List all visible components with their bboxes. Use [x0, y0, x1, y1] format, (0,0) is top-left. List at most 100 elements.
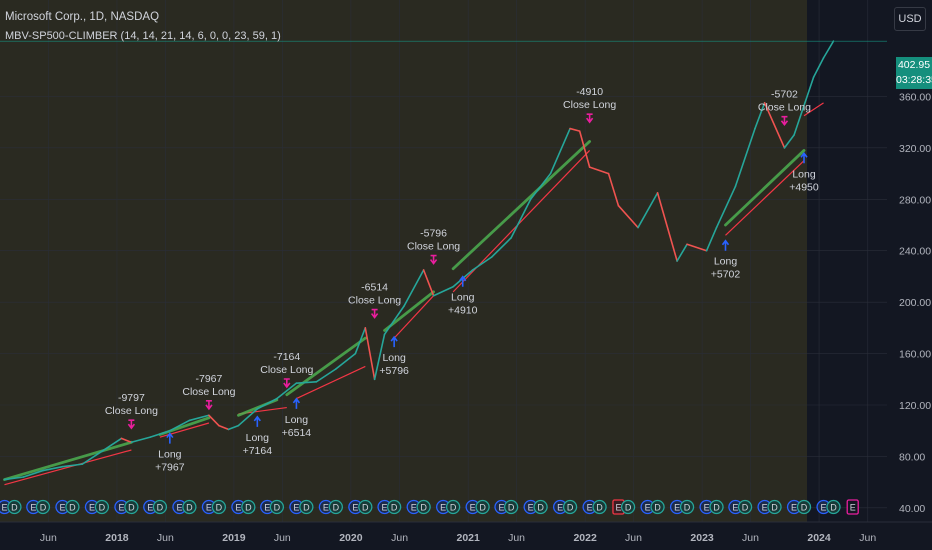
dividend-event-icon[interactable]: [503, 499, 519, 515]
dividend-event-icon[interactable]: [767, 499, 782, 515]
time-tick-label: 2023: [690, 532, 714, 544]
last-price-badge: 402.95 03:28:35: [896, 57, 932, 89]
dividend-event-icon[interactable]: [592, 499, 607, 515]
price-segment: [208, 414, 220, 427]
dividend-event-icon[interactable]: [358, 499, 373, 515]
dividend-event-icon[interactable]: [269, 499, 285, 515]
event-label: D: [537, 503, 544, 513]
event-label: D: [567, 503, 574, 513]
event-label: D: [274, 503, 281, 513]
price-tick-label: 200.00: [899, 297, 931, 309]
dividend-event-icon[interactable]: [416, 499, 431, 515]
event-label: D: [420, 503, 427, 513]
event-label: D: [654, 503, 661, 513]
dividend-event-icon[interactable]: [737, 499, 753, 515]
dividend-event-icon[interactable]: [299, 499, 314, 515]
price-segment: [637, 192, 659, 229]
price-segment: [607, 172, 620, 207]
close-long-marker[interactable]: [283, 378, 291, 389]
dividend-event-icon[interactable]: [475, 499, 490, 515]
close-long-label: Close Long: [260, 364, 313, 376]
dividend-event-icon[interactable]: [387, 499, 402, 515]
stop-segment: [725, 160, 805, 236]
close-long-pnl: -5796: [420, 228, 447, 240]
dividend-event-icon[interactable]: [620, 499, 636, 515]
event-label: D: [245, 503, 252, 513]
long-entry-marker[interactable]: [292, 397, 301, 409]
event-label: E: [645, 503, 651, 513]
indicator-legend[interactable]: MBV-SP500-CLIMBER (14, 14, 21, 14, 6, 0,…: [5, 30, 281, 42]
long-entry-pnl: +7164: [243, 445, 273, 457]
dividend-event-icon[interactable]: [94, 499, 110, 515]
long-entry-label: Long: [382, 352, 406, 364]
event-label: D: [713, 503, 720, 513]
dividend-event-icon[interactable]: [445, 499, 461, 515]
close-long-marker[interactable]: [127, 419, 136, 430]
dividend-event-icon[interactable]: [679, 499, 695, 515]
price-segment: [120, 437, 133, 444]
long-entry-pnl: +4950: [789, 181, 819, 193]
dividend-event-icon[interactable]: [241, 499, 256, 515]
event-label: E: [821, 503, 827, 513]
price-axis[interactable]: 40.00 80.00 120.00 160.00 200.00 240.00 280.00…: [899, 91, 931, 514]
price-segment: [617, 204, 639, 229]
long-entry-marker[interactable]: [800, 151, 808, 164]
time-tick-label: Jun: [508, 532, 525, 544]
price-segment: [188, 414, 210, 422]
earnings-event-icon[interactable]: [846, 499, 859, 515]
dividend-event-icon[interactable]: [35, 499, 51, 515]
close-long-marker[interactable]: [585, 113, 594, 124]
trend-segment: [285, 336, 367, 397]
long-entry-marker[interactable]: [253, 415, 261, 427]
dividend-event-icon[interactable]: [709, 499, 724, 515]
stop-segment: [393, 295, 435, 339]
dividend-event-icon[interactable]: [826, 499, 841, 515]
dividend-event-icon[interactable]: [562, 499, 578, 515]
dividend-event-icon[interactable]: [328, 499, 343, 515]
price-segment: [793, 76, 815, 136]
long-entry-marker[interactable]: [390, 335, 398, 348]
event-label: E: [147, 503, 153, 513]
long-entry-marker[interactable]: [459, 275, 467, 287]
event-label: E: [30, 503, 36, 513]
event-label: D: [11, 503, 18, 513]
time-axis[interactable]: Jun 2018 Jun 2019 Jun 2020 Jun 2021 Jun 2022 Jun 20…: [40, 532, 876, 544]
time-tick-label: Jun: [625, 532, 642, 544]
dividend-event-icon[interactable]: [182, 499, 197, 515]
price-segment: [218, 424, 230, 431]
dividend-event-icon[interactable]: [7, 499, 22, 515]
time-tick-label: 2021: [456, 532, 480, 544]
grid-lines: [0, 0, 887, 522]
currency-button[interactable]: USD: [894, 7, 926, 31]
time-tick-label: 2022: [573, 532, 597, 544]
dividend-event-icon[interactable]: [796, 499, 812, 515]
long-entry-label: Long: [451, 292, 475, 304]
long-entry-marker[interactable]: [166, 432, 174, 444]
price-tick-label: 80.00: [899, 451, 925, 463]
long-entry-label: Long: [714, 256, 738, 268]
close-long-marker[interactable]: [205, 400, 213, 411]
dividend-event-icon[interactable]: [211, 499, 227, 515]
event-label: E: [674, 503, 680, 513]
long-entry-marker[interactable]: [721, 239, 730, 251]
event-label: E: [470, 503, 476, 513]
trend-segment: [383, 290, 435, 332]
price-segment: [686, 243, 708, 252]
close-long-label: Close Long: [348, 295, 401, 307]
event-label: E: [118, 503, 124, 513]
dividend-event-icon[interactable]: [152, 499, 168, 515]
close-long-marker[interactable]: [780, 115, 789, 127]
close-long-pnl: -7164: [273, 351, 300, 363]
dividend-event-icon[interactable]: [650, 499, 665, 515]
close-long-marker[interactable]: [429, 254, 438, 265]
dividend-event-icon[interactable]: [65, 499, 80, 515]
close-long-marker[interactable]: [370, 308, 379, 319]
price-segment: [549, 127, 571, 175]
backtest-range-highlight: [0, 0, 807, 522]
event-label: E: [850, 503, 856, 513]
dividend-event-icon[interactable]: [124, 499, 139, 515]
dividend-event-icon[interactable]: [533, 499, 548, 515]
